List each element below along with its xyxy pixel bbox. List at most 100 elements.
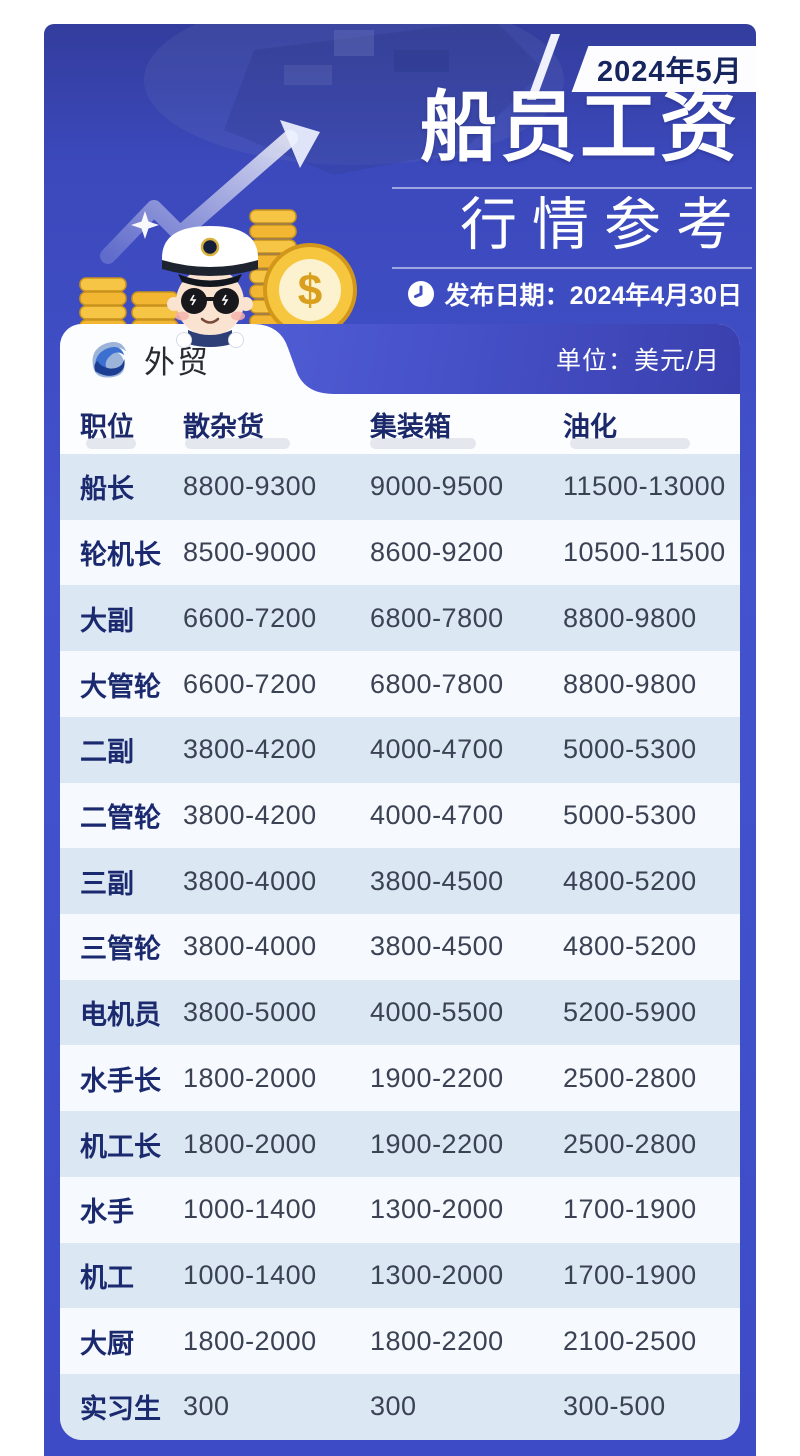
page-subtitle: 行情参考: [460, 193, 748, 257]
table-row: 大副 6600-7200 6800-7800 8800-9800: [60, 585, 740, 652]
salary-range-cell: 300: [370, 1391, 417, 1422]
salary-range-cell: 6600-7200: [183, 668, 317, 699]
salary-range-cell: 4000-5500: [370, 997, 504, 1028]
position-cell: 三副: [80, 868, 134, 899]
table-header: 职位 散杂货 集装箱 油化: [60, 394, 740, 454]
position-cell: 二管轮: [80, 802, 161, 833]
position-cell: 机工: [80, 1262, 134, 1293]
category-tab-content: 外贸: [84, 324, 210, 394]
publish-date-label: 发布日期：2024年4月30日: [444, 282, 742, 310]
sparkle-icon: [131, 211, 159, 239]
page-title: 船员工资: [420, 85, 740, 171]
table-row: 水手长 1800-2000 1900-2200 2500-2800: [60, 1045, 740, 1112]
table-row: 二管轮 3800-4200 4000-4700 5000-5300: [60, 782, 740, 849]
header-underline-decoration: [370, 438, 476, 449]
position-cell: 机工长: [80, 1131, 161, 1162]
salary-range-cell: 3800-4500: [370, 865, 504, 896]
position-cell: 三管轮: [80, 934, 161, 965]
salary-range-cell: 3800-4200: [183, 799, 317, 830]
position-cell: 船长: [80, 474, 134, 505]
position-cell: 轮机长: [80, 540, 161, 571]
salary-range-cell: 1900-2200: [370, 1128, 504, 1159]
table-row: 三管轮 3800-4000 3800-4500 4800-5200: [60, 914, 740, 980]
salary-range-cell: 5200-5900: [563, 997, 697, 1028]
salary-range-cell: 4000-4700: [370, 734, 504, 765]
salary-range-cell: 300-500: [563, 1391, 666, 1422]
card-header: 外贸 单位：美元/月: [60, 324, 740, 394]
poster: 2024年5月 船员工资 行情参考 发布日期：2024年4月30日: [44, 24, 756, 1456]
captain-mascot-icon: [162, 226, 258, 348]
salary-range-cell: 8800-9800: [563, 602, 697, 633]
salary-range-cell: 10500-11500: [563, 537, 726, 568]
salary-range-cell: 3800-4500: [370, 931, 504, 962]
salary-card: 外贸 单位：美元/月 职位 散杂货 集装箱 油化 船长 8800-9300 9000…: [60, 324, 740, 1440]
divider-line-bottom: [392, 267, 752, 269]
salary-range-cell: 1300-2000: [370, 1194, 504, 1225]
salary-range-cell: 4800-5200: [563, 865, 697, 896]
category-tab: [60, 324, 334, 394]
salary-range-cell: 6800-7800: [370, 602, 504, 633]
salary-range-cell: 1900-2200: [370, 1062, 504, 1093]
salary-range-cell: 5000-5300: [563, 799, 697, 830]
salary-range-cell: 1700-1900: [563, 1259, 697, 1290]
table-row: 电机员 3800-5000 4000-5500 5200-5900: [60, 979, 740, 1046]
salary-range-cell: 8800-9300: [183, 471, 317, 502]
position-cell: 水手: [80, 1197, 134, 1228]
salary-range-cell: 3800-4000: [183, 931, 317, 962]
salary-range-cell: 6600-7200: [183, 602, 317, 633]
salary-range-cell: 3800-4000: [183, 865, 317, 896]
column-header-tanker: 油化: [563, 411, 617, 442]
salary-range-cell: 1800-2200: [370, 1325, 504, 1356]
month-badge-label: 2024年5月: [597, 56, 743, 88]
salary-range-cell: 11500-13000: [563, 471, 726, 502]
salary-range-cell: 2500-2800: [563, 1062, 697, 1093]
salary-range-cell: 1700-1900: [563, 1194, 697, 1225]
salary-range-cell: 3800-5000: [183, 997, 317, 1028]
table-row: 轮机长 8500-9000 8600-9200 10500-11500: [60, 519, 740, 586]
column-header-position: 职位: [80, 411, 134, 442]
salary-range-cell: 1000-1400: [183, 1194, 317, 1225]
header-underline-decoration: [185, 438, 290, 449]
table-row: 机工 1000-1400 1300-2000 1700-1900: [60, 1242, 740, 1309]
salary-range-cell: 1800-2000: [183, 1062, 317, 1093]
category-tab-label: 外贸: [144, 344, 210, 380]
svg-text:$: $: [298, 266, 322, 315]
position-cell: 大副: [80, 605, 134, 636]
table-row: 机工长 1800-2000 1900-2200 2500-2800: [60, 1111, 740, 1177]
table-row: 三副 3800-4000 3800-4500 4800-5200: [60, 848, 740, 915]
salary-range-cell: 8800-9800: [563, 668, 697, 699]
salary-range-cell: 1300-2000: [370, 1259, 504, 1290]
publish-date: 发布日期：2024年4月30日: [407, 276, 742, 312]
salary-range-cell: 9000-9500: [370, 471, 504, 502]
table-row: 大管轮 6600-7200 6800-7800 8800-9800: [60, 651, 740, 717]
position-cell: 二副: [80, 737, 134, 768]
clock-icon: [407, 281, 434, 307]
growth-arrow-icon: [100, 120, 320, 264]
ship-background-image: [144, 24, 564, 175]
salary-range-cell: 300: [183, 1391, 230, 1422]
wave-logo-icon: [92, 341, 127, 378]
table-row: 水手 1000-1400 1300-2000 1700-1900: [60, 1176, 740, 1243]
dollar-coin-icon: $: [263, 243, 357, 337]
table-row: 大厨 1800-2000 1800-2200 2100-2500: [60, 1308, 740, 1375]
salary-range-cell: 1000-1400: [183, 1259, 317, 1290]
position-cell: 大厨: [80, 1328, 134, 1359]
table-row: 船长 8800-9300 9000-9500 11500-13000: [60, 454, 740, 520]
salary-range-cell: 2100-2500: [563, 1325, 697, 1356]
salary-range-cell: 1800-2000: [183, 1325, 317, 1356]
salary-range-cell: 8600-9200: [370, 537, 504, 568]
salary-range-cell: 1800-2000: [183, 1128, 317, 1159]
position-cell: 电机员: [80, 1000, 161, 1031]
header-underline-decoration: [86, 438, 136, 449]
salary-range-cell: 4000-4700: [370, 799, 504, 830]
position-cell: 大管轮: [80, 671, 161, 702]
divider-line-top: [392, 187, 752, 189]
unit-label: 单位：美元/月: [556, 347, 720, 375]
salary-range-cell: 4800-5200: [563, 931, 697, 962]
header-underline-decoration: [570, 438, 690, 449]
column-header-container: 集装箱: [370, 411, 451, 442]
table-row: 二副 3800-4200 4000-4700 5000-5300: [60, 716, 740, 783]
column-header-bulk: 散杂货: [183, 411, 264, 442]
position-cell: 水手长: [80, 1065, 161, 1096]
salary-range-cell: 5000-5300: [563, 734, 697, 765]
